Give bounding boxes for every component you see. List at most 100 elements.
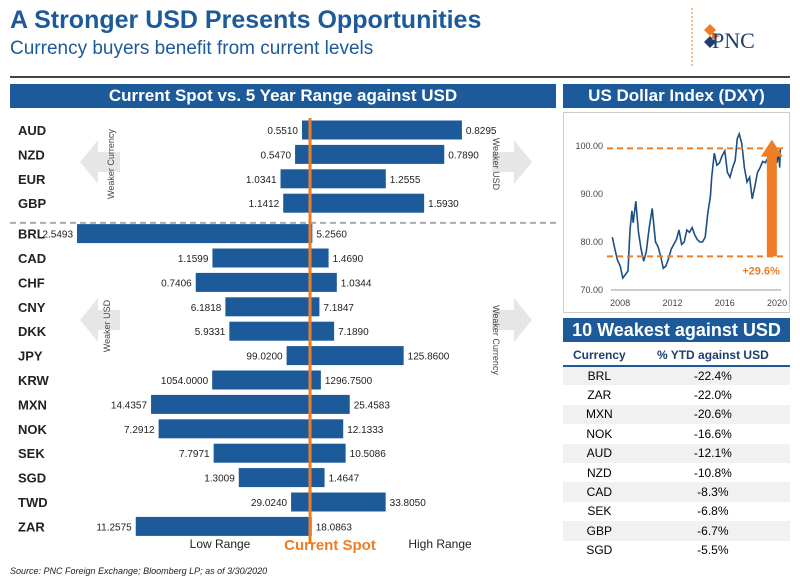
range-bar-aud	[302, 120, 462, 140]
range-bar-mxn	[151, 394, 350, 414]
range-bar-sgd	[238, 468, 325, 488]
table-row: GBP -6.7%	[563, 521, 790, 541]
high-label-dkk: 7.1890	[338, 327, 369, 338]
currency-label-aud: AUD	[18, 123, 46, 138]
gain-arrow-shaft	[766, 155, 777, 257]
low-label-aud: 0.5510	[267, 126, 298, 137]
range-bar-jpy	[286, 346, 404, 366]
currency-cell: SEK	[587, 504, 612, 519]
pnc-logo-icon	[704, 24, 720, 48]
ytd-cell: -10.8%	[693, 465, 732, 480]
currency-label-zar: ZAR	[18, 519, 45, 534]
gain-annotation: +29.6%	[742, 265, 780, 277]
x-tick-label: 2008	[610, 298, 630, 308]
range-bar-cny	[225, 297, 320, 317]
dxy-series-line	[611, 131, 782, 280]
low-label-krw: 1054.0000	[161, 376, 209, 387]
ytd-cell: -22.0%	[693, 388, 732, 403]
low-label-jpy: 99.0200	[246, 352, 283, 363]
high-label-eur: 1.2555	[390, 175, 421, 186]
high-label-twd: 33.8050	[390, 498, 427, 509]
currency-label-nok: NOK	[18, 422, 48, 437]
low-label-eur: 1.0341	[246, 175, 277, 186]
currency-label-sek: SEK	[18, 446, 45, 461]
weaker-right-arrow-icon	[492, 140, 532, 184]
table-row: NOK -16.6%	[563, 424, 790, 443]
page-subtitle: Currency buyers benefit from current lev…	[10, 38, 374, 59]
range-bar-sek	[213, 443, 346, 463]
range-bar-nzd	[295, 144, 445, 164]
ytd-cell: -8.3%	[635, 482, 790, 502]
currency-cell: CAD	[563, 482, 636, 502]
ytd-cell: -16.6%	[693, 426, 732, 441]
weaker-right-arrow-icon	[492, 298, 532, 342]
y-tick-label: 80.00	[580, 237, 603, 247]
high-label-sek: 10.5086	[350, 449, 387, 460]
range-bar-gbp	[283, 193, 425, 213]
upper-right-side-label: Weaker USD	[491, 138, 501, 191]
y-tick-label: 70.00	[580, 285, 603, 295]
range-chart: Weaker Currency Weaker USD Weaker USD Weake…	[10, 118, 556, 554]
table-row: SEK -6.8%	[563, 502, 790, 521]
low-range-label: Low Range	[190, 537, 251, 551]
low-label-gbp: 1.1412	[249, 199, 280, 210]
table-row: MXN -20.6%	[563, 404, 790, 425]
col-ytd-header: % YTD against USD	[635, 346, 790, 367]
currency-cell: AUD	[563, 443, 636, 463]
range-bar-nok	[158, 419, 344, 439]
high-label-mxn: 25.4583	[354, 400, 391, 411]
header-rule	[10, 76, 790, 78]
currency-label-krw: KRW	[18, 373, 50, 388]
currency-label-twd: TWD	[18, 495, 48, 510]
high-label-krw: 1296.7500	[325, 376, 373, 387]
table-row: AUD -12.1%	[563, 443, 790, 463]
range-bar-brl	[77, 224, 313, 244]
high-label-chf: 1.0344	[341, 278, 372, 289]
high-label-cny: 7.1847	[323, 303, 354, 314]
currency-label-chf: CHF	[18, 275, 45, 290]
table-row: CAD -8.3%	[563, 482, 790, 502]
range-bar-chf	[195, 272, 337, 292]
y-tick-label: 100.00	[575, 141, 603, 151]
range-chart-title: Current Spot vs. 5 Year Range against US…	[10, 84, 556, 108]
currency-label-nzd: NZD	[18, 147, 45, 162]
range-bar-twd	[291, 492, 386, 512]
currency-label-gbp: GBP	[18, 196, 47, 211]
low-label-brl: 2.5493	[42, 230, 73, 241]
high-label-zar: 18.0863	[316, 522, 353, 533]
weakest-table: Currency % YTD against USD BRL -22.4% ZAR -…	[563, 346, 790, 560]
currency-label-cad: CAD	[18, 251, 46, 266]
range-bar-cad	[212, 248, 329, 268]
currency-label-sgd: SGD	[18, 471, 46, 486]
ytd-cell: -20.6%	[635, 404, 790, 425]
high-label-nzd: 0.7890	[448, 150, 479, 161]
lower-left-side-label: Weaker USD	[102, 299, 112, 352]
table-row: NZD -10.8%	[563, 463, 790, 482]
table-row: ZAR -22.0%	[563, 385, 790, 404]
low-label-chf: 0.7406	[161, 278, 192, 289]
range-bar-krw	[212, 370, 321, 390]
ytd-cell: -5.5%	[697, 543, 729, 558]
x-tick-label: 2020	[767, 298, 787, 308]
currency-cell: MXN	[563, 404, 636, 425]
range-bar-zar	[135, 516, 312, 536]
currency-label-jpy: JPY	[18, 349, 43, 364]
high-label-nok: 12.1333	[347, 425, 384, 436]
currency-cell: BRL	[563, 366, 636, 386]
table-row: SGD -5.5%	[563, 541, 790, 560]
dxy-chart-title: US Dollar Index (DXY)	[563, 84, 790, 108]
range-bar-eur	[280, 169, 386, 189]
currency-cell: NOK	[586, 426, 613, 441]
currency-cell: NZD	[587, 465, 612, 480]
currency-cell: ZAR	[587, 388, 612, 403]
upper-left-side-label: Weaker Currency	[106, 129, 116, 199]
dxy-chart: 70.00 80.00 90.00 100.00 2008 2012 2016 2020 +29…	[563, 112, 790, 313]
low-label-twd: 29.0240	[251, 498, 288, 509]
low-label-zar: 11.2575	[96, 522, 132, 533]
source-note: Source: PNC Foreign Exchange; Bloomberg …	[10, 566, 268, 576]
ytd-cell: -22.4%	[635, 366, 790, 386]
range-bar-dkk	[229, 321, 335, 341]
col-currency-header: Currency	[563, 346, 636, 367]
low-label-cny: 6.1818	[191, 303, 222, 314]
low-label-cad: 1.1599	[178, 254, 209, 265]
